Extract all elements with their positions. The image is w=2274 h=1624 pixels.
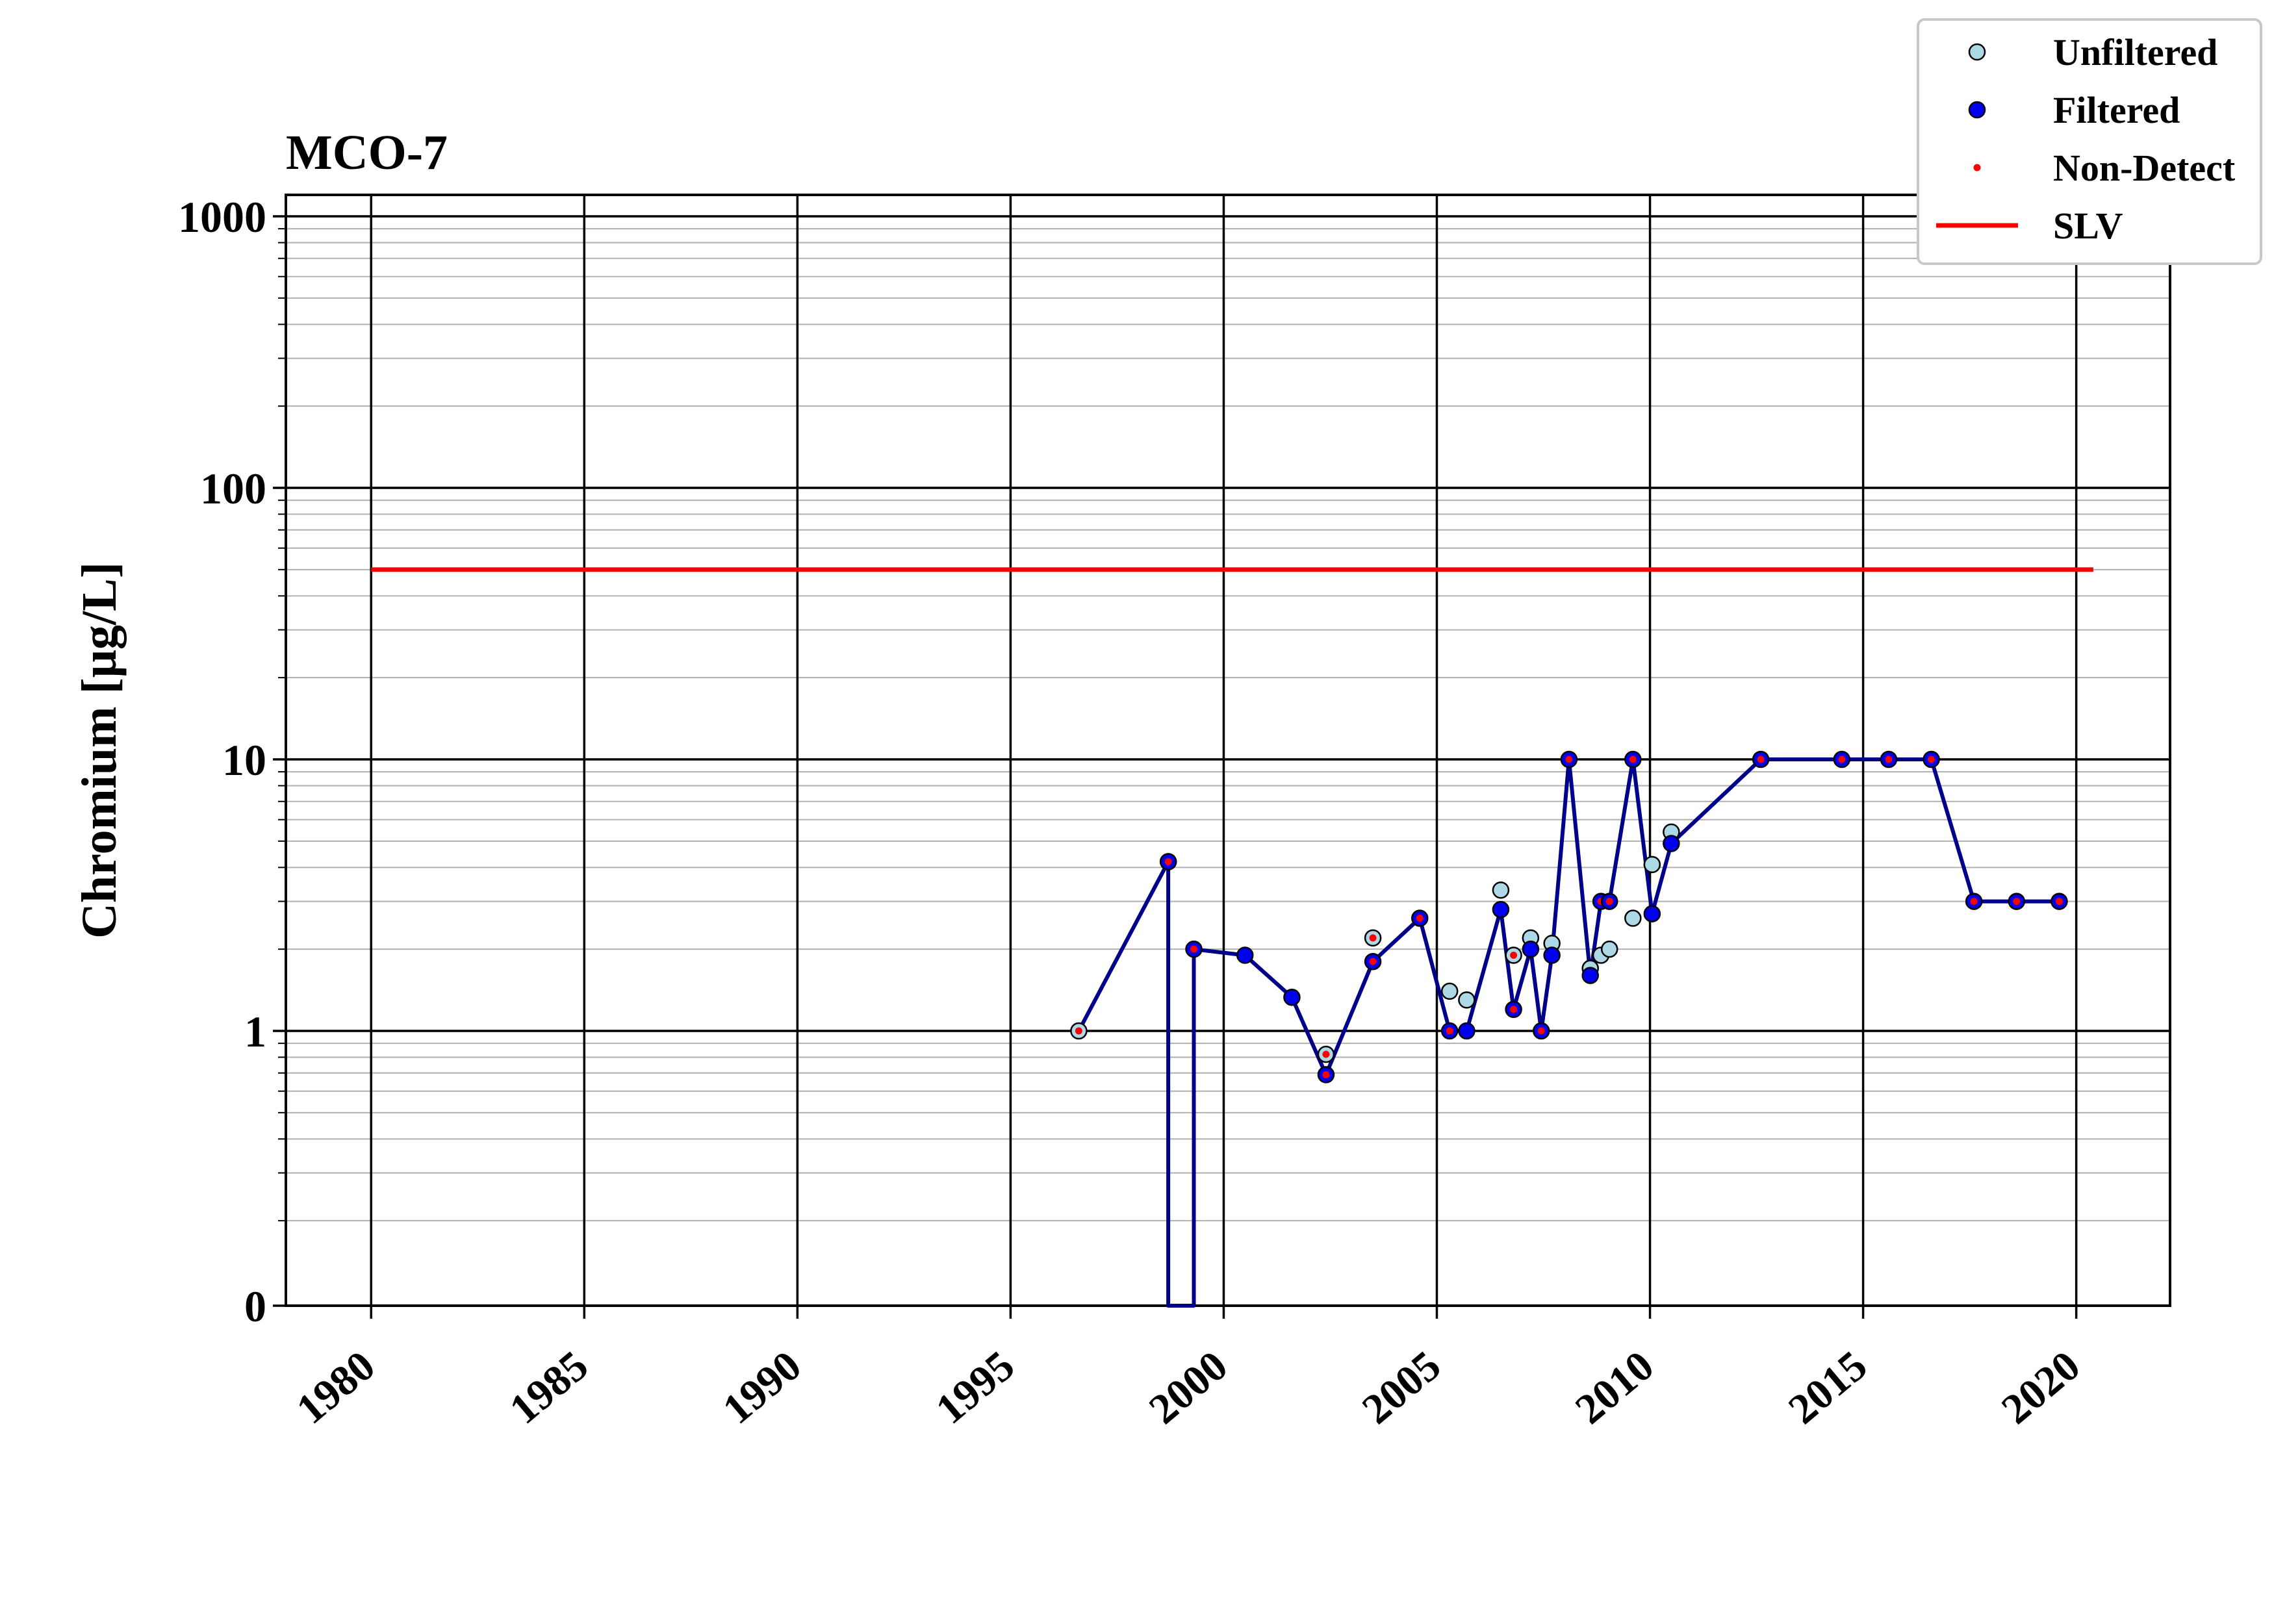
chart-title: MCO-7 — [286, 125, 448, 180]
legend-label-non_detect: Non-Detect — [2053, 147, 2236, 189]
non-detect-marker — [1322, 1071, 1330, 1078]
non-detect-marker — [1885, 755, 1893, 763]
legend-label-filtered: Filtered — [2053, 89, 2180, 131]
unfiltered-point — [1492, 882, 1510, 899]
legend-swatch-filtered — [1968, 101, 1986, 119]
legend-box — [1917, 18, 2262, 265]
non-detect-marker — [1928, 755, 1935, 763]
x-tick-label: 2005 — [1353, 1342, 1450, 1434]
x-tick-label: 2015 — [1780, 1342, 1876, 1434]
y-tick-label: 1 — [244, 1007, 266, 1056]
non-detect-marker — [1510, 951, 1518, 959]
filtered-point — [1522, 940, 1540, 958]
x-tick-label: 2020 — [1993, 1342, 2089, 1434]
y-tick-label: 100 — [200, 464, 266, 513]
non-detect-marker — [1757, 755, 1765, 763]
legend-swatch-non-detect — [1973, 164, 1981, 171]
filtered-point — [1283, 988, 1301, 1006]
filtered-point — [1643, 905, 1661, 922]
legend-label-unfiltered: Unfiltered — [2053, 31, 2217, 73]
unfiltered-point — [1600, 940, 1618, 958]
non-detect-marker — [1322, 1050, 1330, 1058]
non-detect-marker — [2055, 898, 2063, 906]
non-detect-marker — [1190, 945, 1198, 953]
unfiltered-point — [1624, 909, 1642, 927]
filtered-point — [1543, 946, 1561, 964]
non-detect-marker — [1970, 898, 1978, 906]
non-detect-marker — [1416, 915, 1424, 922]
filtered-series-line-start — [1077, 861, 1170, 1032]
filtered-point — [1663, 835, 1680, 852]
x-tick-label: 1995 — [927, 1342, 1023, 1434]
non-detect-marker — [1838, 755, 1846, 763]
x-tick-label: 1990 — [714, 1342, 810, 1434]
unfiltered-point — [1458, 991, 1476, 1009]
x-tick-label: 2010 — [1566, 1342, 1663, 1434]
non-detect-marker — [1629, 755, 1637, 763]
non-detect-marker — [1369, 958, 1377, 965]
y-axis-label: Chromium [μg/L] — [72, 562, 127, 939]
filtered-point — [1492, 900, 1510, 919]
x-axis-ticks: 1980 1985 1990 1995 2000 2005 2010 2015 2020 — [288, 1306, 2089, 1433]
non-detect-marker — [1075, 1027, 1082, 1035]
y-tick-label: 0 — [244, 1282, 266, 1331]
legend-label-slv: SLV — [2053, 205, 2123, 247]
non-detect-marker — [1510, 1006, 1518, 1013]
y-tick-label: 10 — [222, 735, 266, 785]
non-detect-marker — [1605, 898, 1613, 906]
data-layer — [371, 567, 2093, 1308]
legend-swatch-unfiltered — [1968, 43, 1986, 61]
filtered-point — [1581, 967, 1599, 984]
x-tick-label: 2000 — [1140, 1342, 1236, 1434]
non-detect-marker — [1537, 1027, 1545, 1035]
non-detect-marker — [1446, 1027, 1453, 1035]
filtered-point — [1458, 1022, 1476, 1040]
unfiltered-point — [1440, 982, 1459, 1000]
non-detect-marker — [1164, 857, 1172, 865]
major-gridlines — [286, 195, 2170, 1306]
x-tick-label: 1980 — [288, 1342, 384, 1434]
x-tick-label: 1985 — [501, 1342, 597, 1434]
plot-frame — [285, 194, 2171, 1307]
non-detect-marker — [2013, 898, 2021, 906]
legend: Unfiltered Filtered Non-Detect SLV — [1917, 18, 2262, 265]
unfiltered-point — [1643, 856, 1661, 874]
non-detect-marker — [1369, 934, 1377, 942]
y-tick-label: 1000 — [178, 192, 266, 242]
non-detect-marker — [1565, 755, 1573, 763]
filtered-point — [1236, 946, 1254, 964]
